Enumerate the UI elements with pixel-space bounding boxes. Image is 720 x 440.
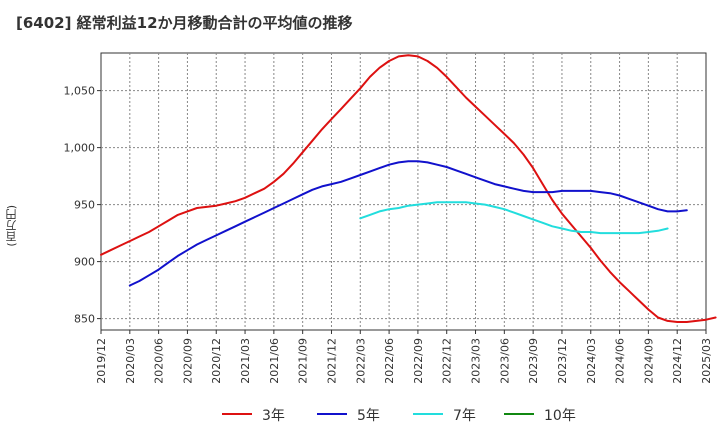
legend-label-10y: 10年 xyxy=(544,408,576,424)
legend-swatch-3y xyxy=(222,413,252,415)
x-tick-label: 2024/09 xyxy=(642,338,655,384)
grid-lines xyxy=(101,53,706,330)
legend-swatch-7y xyxy=(413,413,443,415)
x-tick-label: 2020/12 xyxy=(210,338,223,384)
x-tick-label: 2021/12 xyxy=(325,338,338,384)
x-tick-label: 2024/03 xyxy=(585,338,598,384)
x-tick-label: 2022/12 xyxy=(441,338,454,384)
y-tick-label: 1,050 xyxy=(64,85,96,98)
x-tick-label: 2019/12 xyxy=(95,338,108,384)
x-tick-label: 2023/03 xyxy=(470,338,483,384)
series-line-2 xyxy=(359,201,669,235)
series-line-0 xyxy=(100,54,717,323)
series-lines xyxy=(100,54,717,323)
y-tick-label: 950 xyxy=(74,199,95,212)
x-tick-label: 2022/03 xyxy=(354,338,367,384)
axis-ticks: 2019/12 2020/03 2020/06 2020/09 2020/12 2021/… xyxy=(64,85,714,384)
y-tick-label: 1,000 xyxy=(64,142,96,155)
x-tick-label: 2020/09 xyxy=(181,338,194,384)
legend-label-5y: 5年 xyxy=(357,408,380,424)
x-tick-label: 2021/09 xyxy=(297,338,310,384)
x-tick-label: 2024/12 xyxy=(671,338,684,384)
x-tick-label: 2022/09 xyxy=(412,338,425,384)
x-tick-label: 2024/06 xyxy=(614,338,627,384)
series-line-1 xyxy=(128,160,688,287)
legend-label-3y: 3年 xyxy=(262,408,285,424)
x-tick-label: 2023/06 xyxy=(498,338,511,384)
x-tick-label: 2020/03 xyxy=(124,338,137,384)
x-tick-label: 2022/06 xyxy=(383,338,396,384)
x-tick-label: 2023/09 xyxy=(527,338,540,384)
legend-swatch-10y xyxy=(504,413,534,415)
y-tick-label: 850 xyxy=(74,313,95,326)
x-tick-label: 2021/03 xyxy=(239,338,252,384)
legend-label-7y: 7年 xyxy=(453,408,476,424)
x-tick-label: 2020/06 xyxy=(153,338,166,384)
legend: 3年 5年 7年 10年 xyxy=(0,400,720,430)
legend-swatch-5y xyxy=(317,413,347,415)
plot-area xyxy=(100,52,707,331)
y-tick-label: 900 xyxy=(74,256,95,269)
x-tick-label: 2021/06 xyxy=(268,338,281,384)
chart-title: [6402] 経常利益12か月移動合計の平均値の推移 xyxy=(16,14,353,32)
x-tick-label: 2025/03 xyxy=(700,338,713,384)
x-tick-label: 2023/12 xyxy=(556,338,569,384)
